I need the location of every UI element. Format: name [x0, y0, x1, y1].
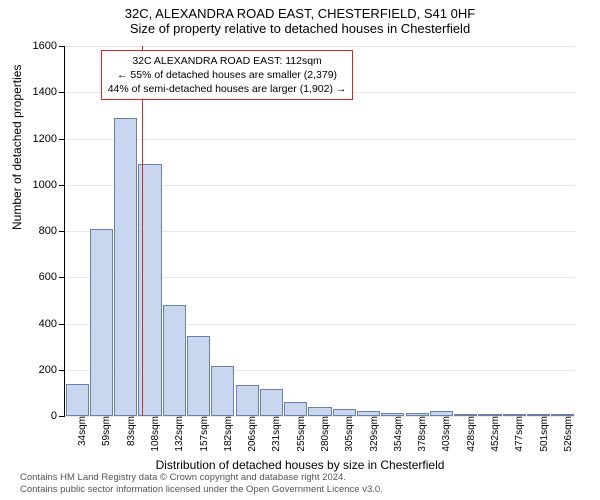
y-tick-label: 800 — [39, 225, 57, 237]
y-tick-label: 1600 — [33, 40, 57, 52]
x-tick-label: 255sqm — [296, 416, 307, 452]
x-tick-label: 59sqm — [101, 416, 112, 446]
histogram-bar — [236, 385, 259, 416]
y-tick-label: 1200 — [33, 133, 57, 145]
x-tick-label: 305sqm — [344, 416, 355, 452]
histogram-bar — [114, 118, 137, 416]
histogram-bar — [90, 229, 113, 416]
title-line-2: Size of property relative to detached ho… — [0, 21, 600, 36]
y-tick — [59, 185, 65, 186]
x-tick-label: 526sqm — [563, 416, 574, 452]
histogram-bar — [308, 407, 331, 416]
y-tick-label: 0 — [51, 410, 57, 422]
histogram-bar — [211, 366, 234, 416]
x-tick-label: 354sqm — [393, 416, 404, 452]
annotation-line-1: 32C ALEXANDRA ROAD EAST: 112sqm — [108, 54, 347, 68]
chart-title-block: 32C, ALEXANDRA ROAD EAST, CHESTERFIELD, … — [0, 0, 600, 36]
footer-line-2: Contains public sector information licen… — [20, 484, 383, 496]
footer-line-1: Contains HM Land Registry data © Crown c… — [20, 472, 383, 484]
x-tick-label: 231sqm — [271, 416, 282, 452]
footer-attribution: Contains HM Land Registry data © Crown c… — [20, 472, 383, 496]
x-tick-label: 34sqm — [77, 416, 88, 446]
y-tick — [59, 416, 65, 417]
x-tick-label: 280sqm — [320, 416, 331, 452]
x-tick-label: 501sqm — [539, 416, 550, 452]
y-tick-label: 600 — [39, 271, 57, 283]
histogram-bar — [260, 389, 283, 416]
y-tick — [59, 139, 65, 140]
histogram-bar — [333, 409, 356, 416]
annotation-line-3: 44% of semi-detached houses are larger (… — [108, 82, 347, 96]
annotation-box: 32C ALEXANDRA ROAD EAST: 112sqm← 55% of … — [101, 50, 354, 101]
histogram-bar — [163, 305, 186, 416]
histogram-bar — [187, 336, 210, 416]
x-tick-label: 452sqm — [490, 416, 501, 452]
x-tick-label: 477sqm — [514, 416, 525, 452]
x-tick-label: 329sqm — [369, 416, 380, 452]
y-tick-label: 1000 — [33, 179, 57, 191]
y-tick — [59, 277, 65, 278]
x-tick-label: 132sqm — [174, 416, 185, 452]
x-tick-label: 206sqm — [247, 416, 258, 452]
x-axis-label: Distribution of detached houses by size … — [0, 458, 600, 472]
x-tick-label: 108sqm — [150, 416, 161, 452]
marker-line — [142, 46, 143, 416]
y-tick — [59, 92, 65, 93]
x-tick-label: 83sqm — [126, 416, 137, 446]
y-tick-label: 1400 — [33, 86, 57, 98]
x-tick-label: 428sqm — [466, 416, 477, 452]
annotation-line-2: ← 55% of detached houses are smaller (2,… — [108, 68, 347, 82]
y-tick — [59, 370, 65, 371]
title-line-1: 32C, ALEXANDRA ROAD EAST, CHESTERFIELD, … — [0, 6, 600, 21]
histogram-bar — [66, 384, 89, 416]
y-tick — [59, 324, 65, 325]
y-tick — [59, 46, 65, 47]
x-tick-label: 157sqm — [199, 416, 210, 452]
y-tick-label: 400 — [39, 318, 57, 330]
x-tick-label: 378sqm — [417, 416, 428, 452]
x-tick-label: 403sqm — [441, 416, 452, 452]
y-tick-label: 200 — [39, 364, 57, 376]
x-tick-label: 182sqm — [223, 416, 234, 452]
histogram-bar — [284, 402, 307, 416]
y-axis-label: Number of detached properties — [10, 65, 24, 230]
histogram-chart: 0200400600800100012001400160034sqm59sqm8… — [64, 46, 575, 417]
y-tick — [59, 231, 65, 232]
